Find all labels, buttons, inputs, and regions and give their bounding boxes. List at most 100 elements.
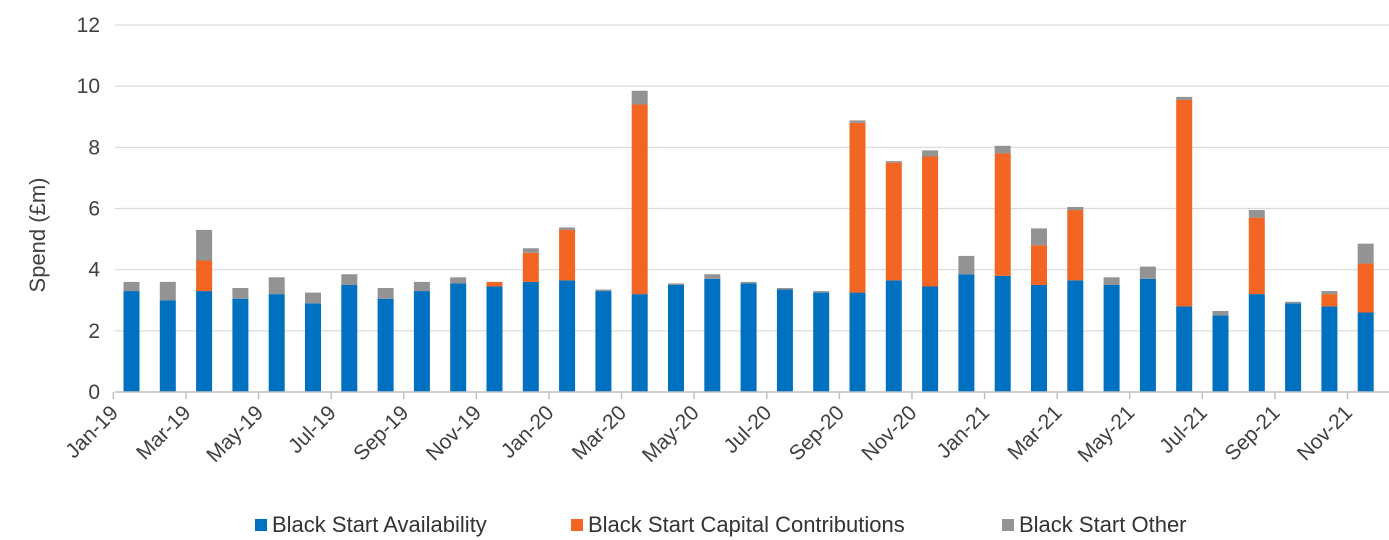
bar-segment <box>196 229 213 261</box>
bar-segment <box>1067 280 1084 392</box>
bar-segment <box>1212 315 1229 392</box>
bar-segment <box>994 145 1011 154</box>
bar-segment <box>1103 284 1120 392</box>
legend-item-other: Black Start Other <box>1002 512 1187 538</box>
bar-segment <box>704 278 721 392</box>
legend-label-capital-contributions: Black Start Capital Contributions <box>588 512 905 537</box>
bar-segment <box>595 291 612 392</box>
bar-segment <box>1285 303 1302 392</box>
bar-segment <box>232 298 249 392</box>
x-tick-label: May-19 <box>202 401 268 467</box>
bar-segment <box>268 294 285 392</box>
x-tick-label: Sep-21 <box>1220 401 1284 465</box>
legend-swatch-capital-contributions <box>571 519 583 531</box>
bar-segment <box>849 120 866 123</box>
x-tick-label: Sep-20 <box>785 401 849 465</box>
bar-segment <box>522 248 539 253</box>
bar-segment <box>486 281 503 287</box>
bar-segment <box>813 291 830 293</box>
bar-segment <box>196 291 213 392</box>
x-tick-label: Mar-20 <box>568 401 631 464</box>
x-tick-label: Mar-21 <box>1003 401 1066 464</box>
x-tick-label: Sep-19 <box>349 401 413 465</box>
bar-segment <box>1212 310 1229 316</box>
bar-segment <box>1357 312 1374 392</box>
bar-segment <box>1321 291 1338 295</box>
bar-segment <box>922 286 939 392</box>
bar-segment <box>305 303 321 392</box>
y-tick-label: 10 <box>77 75 100 98</box>
bar-segment <box>958 274 975 392</box>
bar-segment <box>1139 266 1156 279</box>
bar-segment <box>1357 263 1374 313</box>
bar-segment <box>522 281 539 392</box>
bar-segment <box>595 289 612 292</box>
x-tick-label: Nov-19 <box>422 401 486 465</box>
bar-segment <box>123 281 140 292</box>
bar-segment <box>377 298 394 392</box>
bar-segment <box>849 122 866 293</box>
bar-segment <box>704 274 721 279</box>
bar-segment <box>450 277 467 284</box>
bar-segment <box>1248 210 1265 218</box>
bar-segment <box>776 288 793 290</box>
x-tick-label: Mar-19 <box>132 401 195 464</box>
x-tick-label: Nov-20 <box>857 401 921 465</box>
bar-segment <box>1031 245 1047 285</box>
y-tick-label: 2 <box>88 320 100 343</box>
legend: Black Start Availability Black Start Cap… <box>0 512 1389 540</box>
bar-segment <box>559 229 576 281</box>
y-tick-label: 8 <box>88 136 100 159</box>
bar-segment <box>159 281 176 301</box>
x-tick-label: Jul-20 <box>720 401 777 458</box>
bar-segment <box>885 280 902 392</box>
bar-segment <box>1176 306 1193 392</box>
legend-swatch-availability <box>255 519 267 531</box>
legend-item-capital-contributions: Black Start Capital Contributions <box>571 512 905 538</box>
bar-segment <box>813 292 830 392</box>
y-tick-label: 12 <box>77 14 100 37</box>
x-tick-label: Nov-21 <box>1293 401 1357 465</box>
bar-segment <box>740 283 757 392</box>
legend-label-other: Black Start Other <box>1019 512 1187 537</box>
bar-segment <box>1248 217 1265 295</box>
x-tick-label: Jan-19 <box>61 401 123 463</box>
bar-segment <box>776 289 793 392</box>
bar-segment <box>994 275 1011 392</box>
bar-segment <box>849 292 866 392</box>
bar-segment <box>559 227 576 230</box>
x-tick-label: Jul-21 <box>1155 401 1212 458</box>
bar-segment <box>668 284 684 392</box>
bar-segment <box>1139 278 1156 392</box>
legend-swatch-other <box>1002 519 1014 531</box>
bar-segment <box>1031 284 1047 392</box>
bar-segment <box>123 291 140 392</box>
y-axis-ticks: 0 2 4 6 8 10 12 <box>77 14 101 404</box>
bar-segment <box>377 288 394 299</box>
bar-segment <box>559 280 576 392</box>
bar-segment <box>1067 206 1084 211</box>
bar-segment <box>668 283 684 285</box>
bar-segment <box>885 161 902 163</box>
bar-segment <box>631 104 648 295</box>
y-tick-label: 4 <box>88 259 100 282</box>
bar-segment <box>159 300 176 392</box>
bar-segment <box>1321 306 1338 392</box>
bar-segment <box>922 156 939 287</box>
bar-segment <box>413 281 430 292</box>
bar-segment <box>341 284 358 392</box>
bar-segment <box>196 260 213 292</box>
x-axis: Jan-19 Mar-19 May-19 Jul-19 Sep-19 Nov-19 Jan-… <box>61 391 1389 467</box>
bar-segment <box>1176 96 1193 100</box>
y-tick-label: 0 <box>88 381 100 404</box>
y-tick-label: 6 <box>88 198 100 221</box>
bar-segment <box>1357 243 1374 264</box>
bar-segment <box>1067 210 1084 281</box>
bar-segment <box>413 291 430 392</box>
bar-segment <box>631 294 648 392</box>
legend-label-availability: Black Start Availability <box>272 512 487 537</box>
x-tick-label: Jan-20 <box>497 401 559 463</box>
bar-segment <box>268 277 285 295</box>
x-tick-label: Jul-19 <box>284 401 341 458</box>
